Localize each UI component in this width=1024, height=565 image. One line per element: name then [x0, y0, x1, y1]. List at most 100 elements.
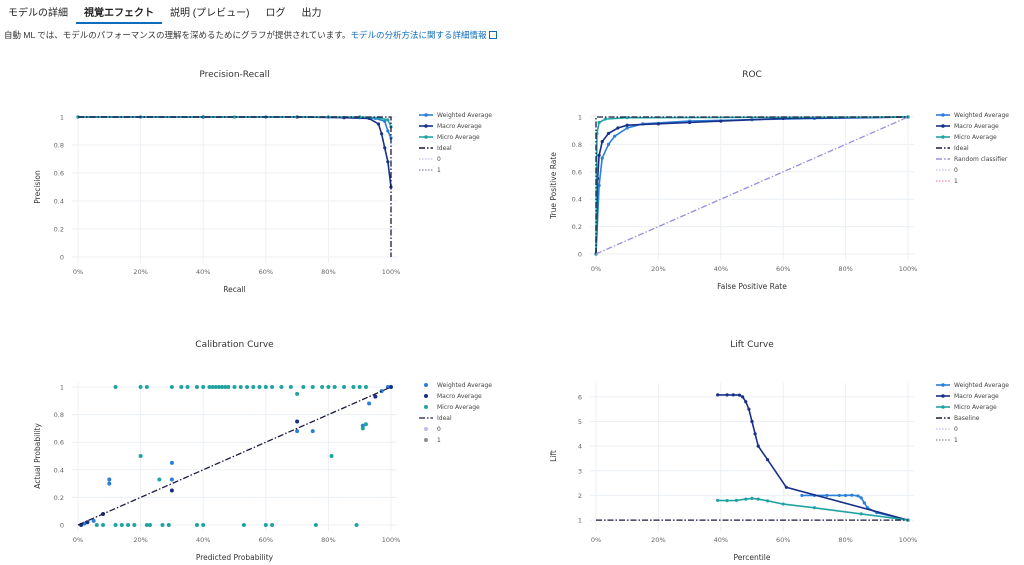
- legend-label: Micro Average: [954, 134, 997, 141]
- data-point: [812, 506, 816, 510]
- data-point: [597, 153, 601, 157]
- data-point: [367, 401, 372, 406]
- legend-label: 1: [437, 437, 441, 444]
- legend-label: 1: [954, 178, 958, 185]
- legend-marker: [941, 135, 945, 139]
- data-point: [850, 493, 854, 497]
- data-point: [844, 493, 848, 498]
- data-point: [606, 131, 611, 136]
- tab-1[interactable]: 視覚エフェクト: [76, 4, 162, 24]
- data-point: [113, 523, 118, 527]
- data-point: [784, 485, 788, 489]
- data-point: [169, 460, 174, 465]
- data-point: [363, 385, 368, 389]
- legend-label: Macro Average: [954, 393, 999, 400]
- tab-0[interactable]: モデルの詳細: [8, 8, 68, 19]
- data-point: [132, 523, 137, 527]
- data-point: [613, 134, 617, 138]
- tab-4[interactable]: 出力: [301, 8, 322, 19]
- data-point: [223, 385, 228, 389]
- data-point: [270, 385, 275, 389]
- data-point: [859, 496, 863, 500]
- data-point: [750, 496, 754, 500]
- data-point: [385, 385, 390, 389]
- data-point: [597, 120, 601, 125]
- data-point: [301, 385, 306, 389]
- y-tick-label: 0.6: [572, 168, 582, 176]
- data-point: [597, 183, 601, 188]
- data-point: [781, 502, 785, 506]
- data-point: [734, 498, 738, 502]
- x-tick-label: 80%: [321, 268, 335, 276]
- data-point: [101, 523, 106, 527]
- data-point: [656, 122, 660, 126]
- x-tick-label: 100%: [899, 265, 918, 273]
- data-point: [600, 156, 604, 160]
- tab-3[interactable]: ログ: [265, 8, 286, 19]
- data-point: [216, 385, 221, 389]
- data-point: [320, 385, 325, 389]
- x-axis-label: Percentile: [733, 553, 770, 562]
- data-point: [731, 393, 735, 397]
- legend-marker: [941, 113, 945, 117]
- y-tick-label: 0: [578, 251, 582, 259]
- x-tick-label: 20%: [133, 268, 147, 276]
- y-tick-label: 0.2: [54, 226, 64, 234]
- x-tick-label: 20%: [651, 536, 665, 544]
- legend-marker: [424, 124, 428, 128]
- y-tick-label: 1: [578, 114, 582, 122]
- data-point: [263, 523, 268, 527]
- data-point: [737, 393, 742, 397]
- legend-label: 0: [437, 426, 441, 433]
- legend-marker: [424, 383, 428, 387]
- data-point: [766, 499, 770, 503]
- data-point: [716, 393, 720, 397]
- y-tick-label: 1: [578, 517, 582, 525]
- legend-marker: [424, 113, 428, 117]
- y-tick-label: 1: [60, 384, 64, 392]
- y-tick-label: 0.4: [54, 198, 64, 206]
- tab-2[interactable]: 説明 (プレビュー): [170, 8, 250, 19]
- data-point: [245, 385, 250, 389]
- legend-label: 0: [954, 167, 958, 174]
- data-point: [354, 523, 359, 527]
- data-point: [750, 419, 754, 424]
- legend-label: Ideal: [437, 415, 452, 422]
- legend-label: 1: [954, 437, 958, 444]
- data-point: [226, 385, 231, 389]
- data-point: [837, 493, 841, 498]
- data-point: [360, 423, 365, 428]
- data-point: [376, 122, 381, 126]
- series-line: [78, 116, 392, 188]
- x-tick-label: 0%: [73, 536, 83, 544]
- chart-title: Calibration Curve: [195, 340, 274, 350]
- data-point: [169, 477, 174, 482]
- series-line: [801, 494, 909, 521]
- data-point: [741, 395, 745, 399]
- calibration-curve-chart: Calibration Curve 0 0.2 0.4 0.6 0.8 1 0% 20% 40% 6…: [0, 330, 510, 565]
- data-point: [194, 523, 199, 527]
- data-point: [326, 385, 331, 389]
- legend-label: Micro Average: [437, 134, 480, 141]
- data-point: [725, 499, 729, 503]
- x-tick-label: 20%: [133, 536, 147, 544]
- y-tick-label: 0: [60, 522, 64, 530]
- data-point: [295, 419, 300, 424]
- data-point: [288, 385, 293, 389]
- learn-more-link[interactable]: モデルの分析方法に関する詳細情報: [350, 30, 498, 40]
- data-point: [373, 394, 378, 399]
- external-link-icon: [489, 31, 498, 39]
- data-point: [113, 385, 118, 389]
- data-point: [747, 407, 751, 411]
- data-point: [329, 454, 334, 458]
- data-point: [144, 385, 149, 389]
- data-point: [386, 129, 390, 133]
- data-point: [194, 385, 199, 389]
- series-line: [717, 497, 909, 521]
- y-axis-label: Precision: [33, 170, 42, 204]
- legend-label: 0: [954, 426, 958, 433]
- x-axis-label: Recall: [223, 285, 245, 294]
- data-point: [825, 493, 829, 498]
- x-tick-label: 40%: [196, 536, 210, 544]
- y-tick-label: 0.6: [54, 170, 64, 178]
